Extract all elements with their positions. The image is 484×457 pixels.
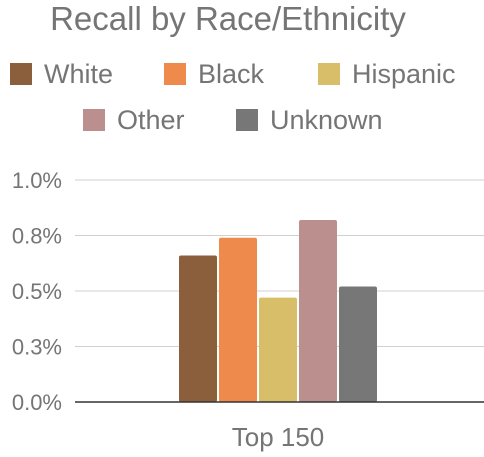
y-tick-label-4: 1.0% bbox=[12, 168, 62, 193]
y-tick-label-0: 0.0% bbox=[12, 390, 62, 415]
legend-item-other: Other bbox=[83, 105, 185, 135]
legend-swatch-white bbox=[10, 63, 32, 85]
legend-item-white: White bbox=[10, 59, 113, 89]
bar-hispanic bbox=[259, 297, 297, 402]
legend-label-unknown: Unknown bbox=[270, 105, 383, 135]
y-tick-label-2: 0.5% bbox=[12, 279, 62, 304]
legend-swatch-other bbox=[83, 109, 105, 131]
y-axis: 0.0% 0.3% 0.5% 0.8% 1.0% bbox=[12, 168, 62, 415]
legend-swatch-black bbox=[164, 63, 186, 85]
x-axis: Top 150 bbox=[232, 422, 325, 452]
bar-other bbox=[299, 219, 337, 402]
legend-label-other: Other bbox=[117, 105, 185, 135]
bar-black bbox=[219, 237, 257, 402]
bar-unknown bbox=[339, 286, 377, 402]
legend-swatch-unknown bbox=[236, 109, 258, 131]
y-tick-label-1: 0.3% bbox=[12, 335, 62, 360]
y-tick-label-3: 0.8% bbox=[12, 224, 62, 249]
x-tick-label-top-150: Top 150 bbox=[232, 422, 325, 452]
legend-item-unknown: Unknown bbox=[236, 105, 383, 135]
legend-label-black: Black bbox=[198, 59, 265, 89]
legend-item-black: Black bbox=[164, 59, 265, 89]
legend-item-hispanic: Hispanic bbox=[318, 59, 456, 89]
legend-swatch-hispanic bbox=[318, 63, 340, 85]
bars bbox=[179, 219, 377, 402]
legend-label-white: White bbox=[44, 59, 113, 89]
legend: White Black Hispanic Other Unknown bbox=[10, 59, 456, 135]
legend-label-hispanic: Hispanic bbox=[352, 59, 456, 89]
bar-white bbox=[179, 255, 217, 402]
chart-title: Recall by Race/Ethnicity bbox=[50, 0, 406, 37]
